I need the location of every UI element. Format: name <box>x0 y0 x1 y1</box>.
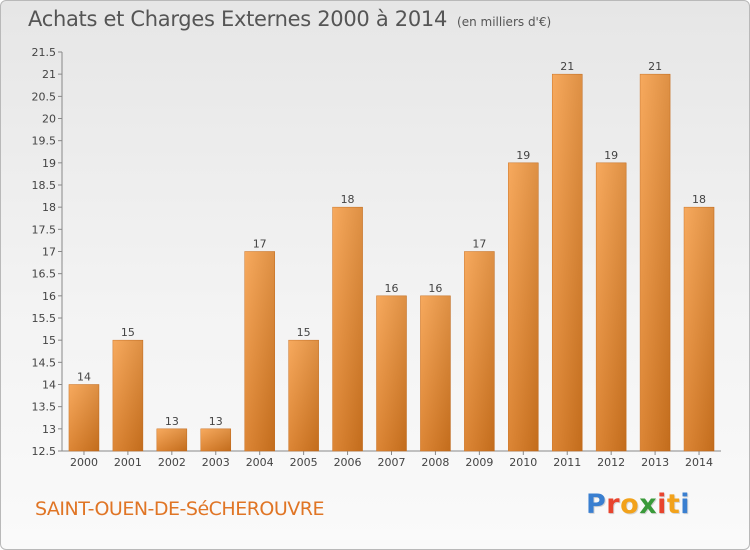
x-tick-label-2002: 2002 <box>158 456 186 469</box>
y-tick-label: 18.5 <box>32 179 57 192</box>
y-tick-label: 17 <box>42 246 56 259</box>
bar-shade-2000 <box>68 384 99 451</box>
value-label-2006: 18 <box>341 193 355 206</box>
value-label-2009: 17 <box>472 238 486 251</box>
x-axis: 2000 2001 2002 2003 2004 2005 2006 2007 2008 2009… <box>62 450 721 469</box>
value-label-2014: 18 <box>692 193 706 206</box>
value-label-2002: 13 <box>165 415 179 428</box>
value-label-2005: 15 <box>297 326 311 339</box>
value-label-2007: 16 <box>385 282 399 295</box>
x-tick-label-2001: 2001 <box>114 456 142 469</box>
value-labels: 14 15 13 13 17 15 18 16 16 17 19 21 19 21 18 <box>77 60 706 428</box>
x-tick-label-2014: 2014 <box>685 456 713 469</box>
y-tick-label: 17.5 <box>32 223 57 236</box>
y-tick-label: 14 <box>42 379 56 392</box>
bar-shade-2008 <box>420 295 451 451</box>
bar-shade-2005 <box>288 340 319 451</box>
x-tick-label-2012: 2012 <box>597 456 625 469</box>
x-tick-label-2006: 2006 <box>334 456 362 469</box>
y-tick-label: 15 <box>42 334 56 347</box>
x-tick-label-2003: 2003 <box>202 456 230 469</box>
y-tick-label: 14.5 <box>32 356 57 369</box>
y-tick-label: 20.5 <box>32 90 57 103</box>
proxiti-logo[interactable]: Proxiti <box>586 489 690 520</box>
x-tick-label-2008: 2008 <box>421 456 449 469</box>
logo-letter: t <box>666 489 681 520</box>
value-label-2004: 17 <box>253 238 267 251</box>
x-tick-label-2005: 2005 <box>290 456 318 469</box>
bar-shade-2006 <box>332 207 363 451</box>
value-label-2003: 13 <box>209 415 223 428</box>
value-label-2001: 15 <box>121 326 135 339</box>
bar-shade-2004 <box>244 251 275 451</box>
x-tick-label-2004: 2004 <box>246 456 274 469</box>
bar-shade-2007 <box>376 295 407 451</box>
bar-shade-2012 <box>596 162 627 452</box>
logo-letter: o <box>620 489 640 520</box>
commune-name: SAINT-OUEN-DE-SéCHEROUVRE <box>35 498 324 520</box>
y-tick-label: 19 <box>42 157 56 170</box>
value-label-2011: 21 <box>560 60 574 73</box>
bar-shade-2002 <box>156 428 187 451</box>
logo-letter: x <box>639 489 658 520</box>
chart-subtitle: (en milliers d'€) <box>457 15 552 29</box>
x-tick-label-2013: 2013 <box>641 456 669 469</box>
value-label-2010: 19 <box>516 149 530 162</box>
logo-letter: i <box>680 489 691 520</box>
y-axis: 12.5 13 13.5 14 14.5 15 15.5 16 16.5 17 17.5 18 18.5… <box>32 46 63 458</box>
y-tick-label: 21 <box>42 68 56 81</box>
bars <box>68 73 715 452</box>
bar-shade-2001 <box>112 340 143 451</box>
chart-title-text: Achats et Charges Externes 2000 à 2014 <box>28 7 448 31</box>
y-tick-label: 12.5 <box>32 445 57 458</box>
y-tick-label: 13.5 <box>32 401 57 414</box>
value-label-2008: 16 <box>428 282 442 295</box>
bar-shade-2003 <box>200 428 231 451</box>
y-tick-label: 15.5 <box>32 312 57 325</box>
x-tick-label-2011: 2011 <box>553 456 581 469</box>
value-label-2012: 19 <box>604 149 618 162</box>
bar-shade-2014 <box>684 207 715 451</box>
y-tick-label: 16.5 <box>32 268 57 281</box>
value-label-2000: 14 <box>77 371 91 384</box>
chart-title: Achats et Charges Externes 2000 à 2014 (e… <box>28 7 551 31</box>
logo-letter: P <box>586 489 607 520</box>
bar-shade-2011 <box>552 74 583 452</box>
y-tick-label: 16 <box>42 290 56 303</box>
y-tick-label: 20 <box>42 113 56 126</box>
logo-letter: i <box>657 489 667 520</box>
x-tick-label-2007: 2007 <box>378 456 406 469</box>
value-label-2013: 21 <box>648 60 662 73</box>
x-tick-label-2009: 2009 <box>465 456 493 469</box>
bar-shade-2009 <box>464 251 495 451</box>
y-tick-label: 19.5 <box>32 135 57 148</box>
y-tick-label: 21.5 <box>32 46 57 59</box>
bar-shade-2013 <box>640 74 671 452</box>
logo-letter: r <box>606 489 621 520</box>
x-tick-label-2010: 2010 <box>509 456 537 469</box>
y-tick-label: 13 <box>42 423 56 436</box>
y-tick-label: 18 <box>42 201 56 214</box>
x-tick-label-2000: 2000 <box>70 456 98 469</box>
bar-shade-2010 <box>508 162 539 452</box>
